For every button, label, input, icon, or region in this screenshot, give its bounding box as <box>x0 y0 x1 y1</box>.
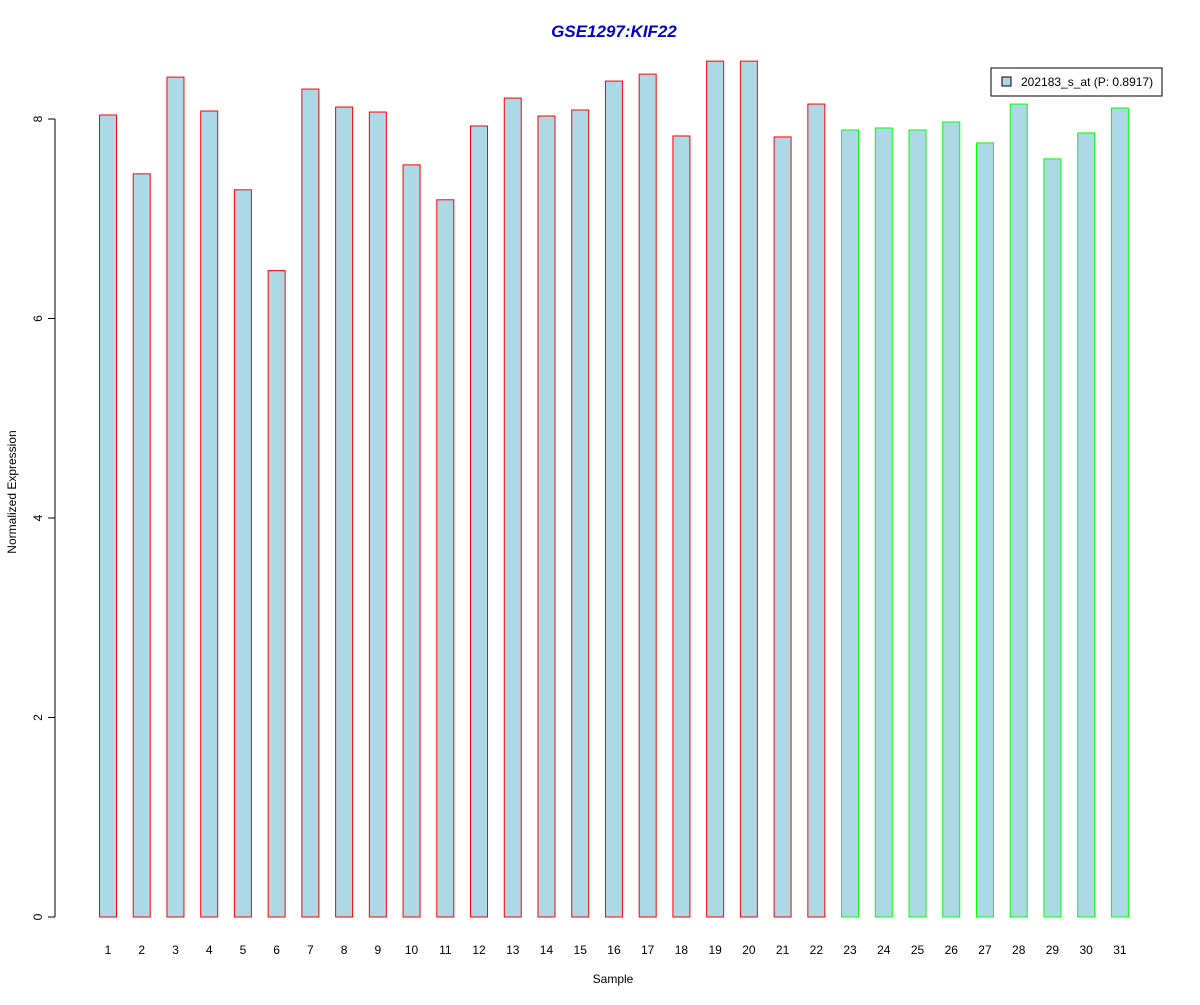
legend-box <box>990 67 1163 97</box>
bar-sample-20 <box>739 60 758 918</box>
y-tick-label: 8 <box>31 115 45 122</box>
x-tick-label: 29 <box>1046 943 1060 957</box>
bar-sample-8 <box>335 106 354 918</box>
x-axis-label: Sample <box>593 972 634 986</box>
x-tick-label: 13 <box>506 943 520 957</box>
x-tick-label: 30 <box>1079 943 1093 957</box>
legend: 202183_s_at (P: 0.8917) <box>990 67 1163 97</box>
y-axis: 0 2 4 6 8 <box>31 115 56 920</box>
bar-sample-9 <box>368 111 387 918</box>
bar-sample-5 <box>233 189 252 918</box>
bar-sample-28 <box>1009 103 1028 918</box>
x-tick-label: 28 <box>1012 943 1026 957</box>
x-tick-label: 5 <box>240 943 247 957</box>
x-tick-label: 31 <box>1113 943 1127 957</box>
bar-sample-14 <box>537 115 556 918</box>
y-tick-label: 4 <box>31 514 45 521</box>
chart-title: GSE1297:KIF22 <box>551 22 677 41</box>
bar-sample-19 <box>706 60 725 918</box>
x-tick-labels: 1 2 3 4 5 6 7 8 9 10 11 12 13 14 15 16 17 18 19 20 21 22 23 24 2… <box>105 943 1127 957</box>
bar-sample-22 <box>807 103 826 918</box>
legend-swatch <box>1001 76 1012 87</box>
bar-sample-23 <box>841 129 860 918</box>
bar-sample-18 <box>672 135 691 918</box>
bar-sample-11 <box>436 199 455 918</box>
x-tick-label: 9 <box>374 943 381 957</box>
bar-sample-7 <box>301 88 320 918</box>
legend-label: 202183_s_at (P: 0.8917) <box>1021 75 1153 89</box>
bar-sample-2 <box>132 173 151 918</box>
bar-sample-21 <box>773 136 792 918</box>
x-tick-label: 25 <box>911 943 925 957</box>
x-tick-label: 19 <box>708 943 722 957</box>
x-tick-label: 18 <box>675 943 689 957</box>
bar-sample-6 <box>267 270 286 918</box>
bar-sample-12 <box>470 125 489 918</box>
x-tick-label: 24 <box>877 943 891 957</box>
x-tick-label: 20 <box>742 943 756 957</box>
x-tick-label: 2 <box>138 943 145 957</box>
y-axis-label: Normalized Expression <box>5 430 19 553</box>
x-tick-label: 10 <box>405 943 419 957</box>
y-tick-label: 6 <box>31 315 45 322</box>
bar-sample-1 <box>99 114 117 918</box>
y-tick-label: 2 <box>31 714 45 721</box>
bars-group <box>99 60 1129 918</box>
bar-sample-10 <box>402 164 421 918</box>
x-tick-label: 21 <box>776 943 790 957</box>
bar-sample-16 <box>604 80 623 918</box>
bar-sample-24 <box>874 127 893 918</box>
x-tick-label: 14 <box>540 943 554 957</box>
x-tick-label: 17 <box>641 943 655 957</box>
x-tick-label: 26 <box>945 943 959 957</box>
x-tick-label: 7 <box>307 943 314 957</box>
x-tick-label: 22 <box>810 943 824 957</box>
y-tick-label: 0 <box>31 913 45 920</box>
bar-sample-3 <box>166 76 185 918</box>
x-tick-label: 6 <box>273 943 280 957</box>
bar-sample-26 <box>942 121 961 918</box>
x-tick-label: 16 <box>607 943 621 957</box>
bar-sample-4 <box>200 110 219 918</box>
x-tick-label: 11 <box>439 943 452 957</box>
x-tick-label: 4 <box>206 943 213 957</box>
x-tick-label: 1 <box>105 943 112 957</box>
bar-sample-29 <box>1043 158 1062 918</box>
bar-sample-27 <box>975 142 994 918</box>
bar-sample-13 <box>503 97 522 918</box>
bar-sample-17 <box>638 73 657 918</box>
x-tick-label: 3 <box>172 943 179 957</box>
x-tick-label: 15 <box>574 943 588 957</box>
x-tick-label: 27 <box>978 943 992 957</box>
bar-sample-31 <box>1110 107 1129 918</box>
bar-sample-25 <box>908 129 927 918</box>
x-tick-label: 23 <box>843 943 857 957</box>
bar-sample-15 <box>571 109 590 918</box>
bar-sample-30 <box>1077 132 1096 918</box>
x-tick-label: 8 <box>341 943 348 957</box>
x-tick-label: 12 <box>472 943 486 957</box>
